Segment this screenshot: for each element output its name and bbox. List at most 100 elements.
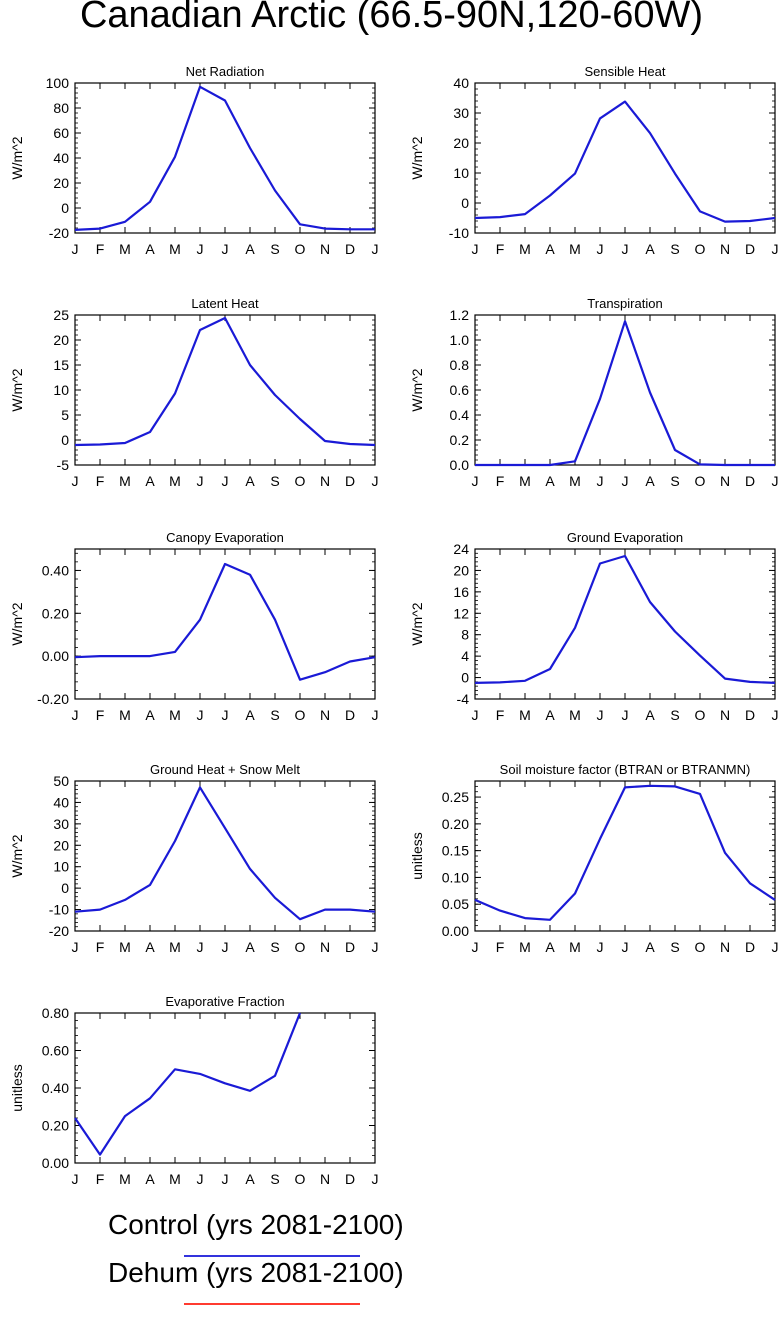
y-tick-label: 1.0 xyxy=(450,332,470,348)
x-tick-label: N xyxy=(320,1171,330,1187)
y-tick-label: 0.0 xyxy=(450,457,470,473)
x-tick-label: A xyxy=(245,473,255,489)
y-tick-label: 1.2 xyxy=(450,307,470,323)
x-tick-label: J xyxy=(372,473,379,489)
x-tick-label: S xyxy=(670,241,679,257)
x-tick-label: N xyxy=(720,473,730,489)
x-tick-label: M xyxy=(519,473,531,489)
x-tick-label: J xyxy=(472,241,479,257)
x-tick-label: J xyxy=(197,939,204,955)
legend-label-control: Control (yrs 2081-2100) xyxy=(108,1209,404,1240)
plot-frame xyxy=(474,314,776,466)
x-tick-label: J xyxy=(197,241,204,257)
series-line-control xyxy=(74,1012,302,1156)
plot-frame xyxy=(74,548,376,700)
x-tick-label: O xyxy=(295,939,306,955)
y-tick-label: 40 xyxy=(53,794,69,810)
y-tick-label: 20 xyxy=(53,837,69,853)
x-tick-label: O xyxy=(695,241,706,257)
y-tick-label: 20 xyxy=(53,175,69,191)
y-tick-label: 0.80 xyxy=(42,1005,69,1021)
y-tick-label: 0.20 xyxy=(42,605,69,621)
x-tick-label: S xyxy=(670,707,679,723)
x-tick-label: J xyxy=(372,939,379,955)
chart-title: Transpiration xyxy=(587,296,662,311)
x-tick-label: J xyxy=(622,473,629,489)
x-tick-label: A xyxy=(645,939,655,955)
y-tick-label: 0.25 xyxy=(442,789,469,805)
x-tick-label: J xyxy=(372,707,379,723)
x-tick-label: F xyxy=(96,241,105,257)
x-tick-label: J xyxy=(372,241,379,257)
x-tick-label: D xyxy=(345,241,355,257)
y-tick-label: 50 xyxy=(53,773,69,789)
x-tick-label: M xyxy=(169,1171,181,1187)
y-axis-label: unitless xyxy=(409,832,425,879)
x-tick-label: J xyxy=(472,707,479,723)
x-tick-label: M xyxy=(519,241,531,257)
legend-label-dehum: Dehum (yrs 2081-2100) xyxy=(108,1257,404,1288)
y-tick-label: 0.00 xyxy=(42,1155,69,1171)
chart-title: Ground Heat + Snow Melt xyxy=(150,762,300,777)
x-tick-label: A xyxy=(645,241,655,257)
y-tick-label: 16 xyxy=(453,584,469,600)
x-tick-label: A xyxy=(245,241,255,257)
y-tick-label: 40 xyxy=(453,75,469,91)
x-tick-label: F xyxy=(96,939,105,955)
y-axis-label: W/m^2 xyxy=(9,136,25,179)
x-tick-label: M xyxy=(169,939,181,955)
x-tick-label: S xyxy=(270,1171,279,1187)
x-tick-label: J xyxy=(72,241,79,257)
legend-line-dehum xyxy=(184,1303,360,1305)
y-axis-label: W/m^2 xyxy=(409,602,425,645)
x-tick-label: J xyxy=(597,241,604,257)
x-tick-label: J xyxy=(772,707,779,723)
y-tick-label: 0 xyxy=(461,670,469,686)
x-tick-label: M xyxy=(119,473,131,489)
x-tick-label: F xyxy=(496,939,505,955)
y-tick-label: 24 xyxy=(453,541,469,557)
y-tick-label: -20 xyxy=(49,225,69,241)
plot-frame xyxy=(474,548,776,700)
x-tick-label: F xyxy=(96,707,105,723)
x-tick-label: J xyxy=(597,939,604,955)
chart-title: Net Radiation xyxy=(186,64,265,79)
y-tick-label: 0.60 xyxy=(42,1043,69,1059)
x-tick-label: D xyxy=(745,707,755,723)
y-tick-label: 0.20 xyxy=(42,1118,69,1134)
x-tick-label: A xyxy=(545,241,555,257)
y-tick-label: -5 xyxy=(57,457,70,473)
x-tick-label: N xyxy=(320,939,330,955)
y-tick-label: 40 xyxy=(53,150,69,166)
y-tick-label: -20 xyxy=(49,923,69,939)
x-tick-label: A xyxy=(645,707,655,723)
chart-5: Canopy Evaporation W/m^2 -0.20 0.00 0.20 0.40… xyxy=(9,530,379,723)
x-tick-label: O xyxy=(295,473,306,489)
y-axis-label: W/m^2 xyxy=(9,368,25,411)
x-tick-label: O xyxy=(295,1171,306,1187)
y-tick-label: 0.4 xyxy=(450,407,470,423)
series-line-control xyxy=(74,562,376,681)
x-tick-label: O xyxy=(695,939,706,955)
chart-title: Soil moisture factor (BTRAN or BTRANMN) xyxy=(500,762,751,777)
series-line-control xyxy=(74,85,375,231)
x-tick-label: J xyxy=(772,473,779,489)
plot-frame xyxy=(74,82,376,234)
series-line-control xyxy=(74,316,376,447)
y-tick-label: 60 xyxy=(53,125,69,141)
x-tick-label: J xyxy=(772,241,779,257)
x-tick-label: J xyxy=(222,939,229,955)
x-tick-label: D xyxy=(345,939,355,955)
x-tick-label: F xyxy=(496,241,505,257)
x-tick-label: M xyxy=(169,241,181,257)
y-tick-label: 4 xyxy=(461,648,469,664)
x-tick-label: M xyxy=(519,939,531,955)
x-tick-label: J xyxy=(622,241,629,257)
y-tick-label: 0 xyxy=(61,200,69,216)
y-tick-label: 8 xyxy=(461,627,469,643)
x-tick-label: A xyxy=(145,939,155,955)
y-tick-label: 0 xyxy=(61,880,69,896)
